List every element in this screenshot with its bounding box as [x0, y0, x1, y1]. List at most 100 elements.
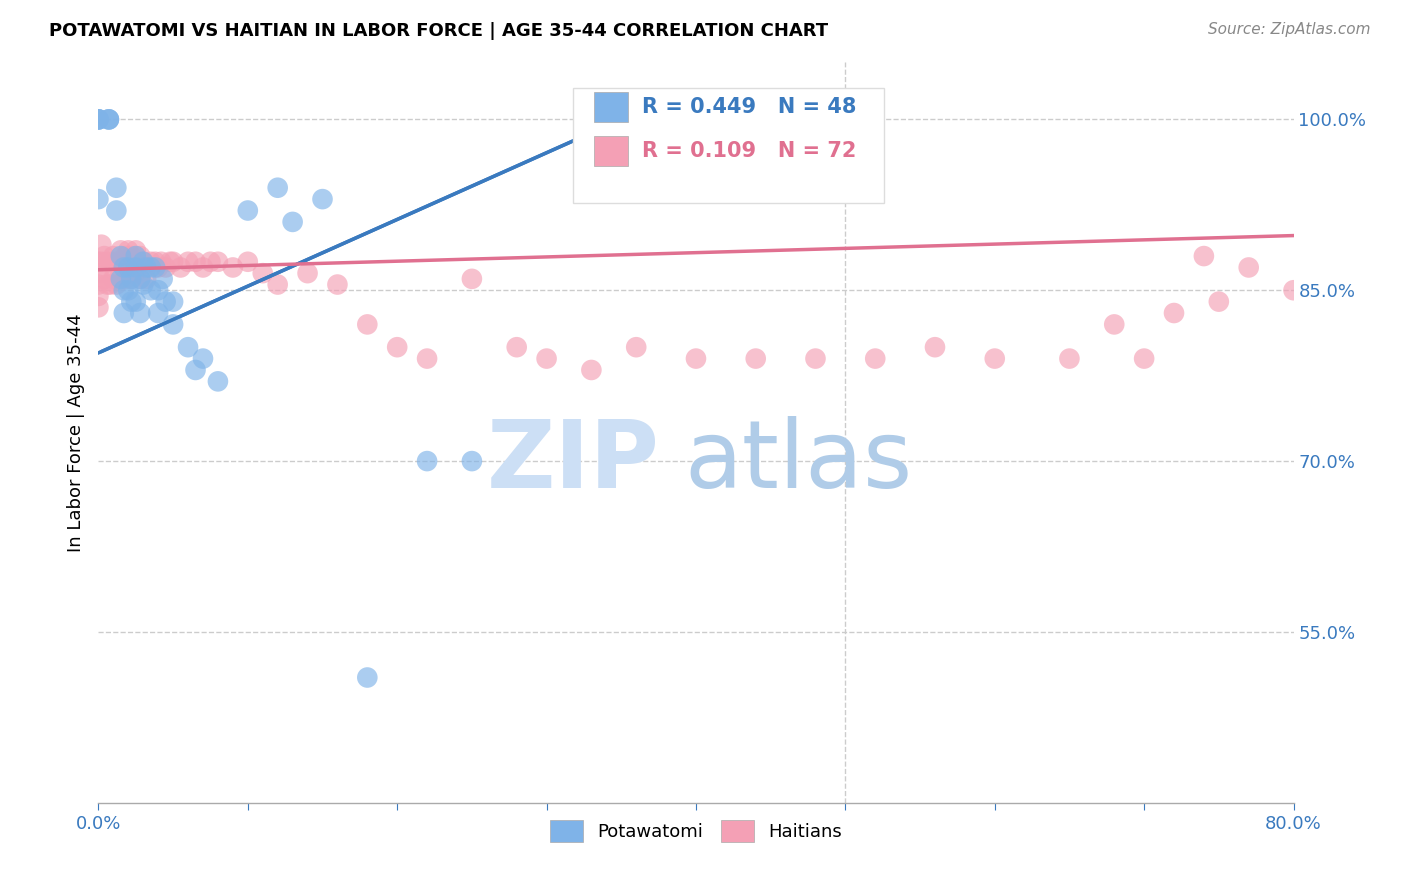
Point — [626, 340, 648, 354]
Point — [96, 277, 118, 292]
Point — [177, 254, 200, 268]
Point — [326, 277, 349, 292]
Point — [93, 249, 115, 263]
Point — [152, 272, 174, 286]
Point — [120, 272, 142, 286]
Point — [112, 283, 135, 297]
Point — [685, 351, 707, 366]
Point — [236, 254, 259, 268]
Point — [103, 272, 125, 286]
FancyBboxPatch shape — [572, 88, 883, 203]
Point — [110, 244, 132, 258]
Bar — [595, 92, 628, 121]
Point — [105, 180, 128, 194]
Point — [114, 272, 136, 286]
Point — [139, 260, 162, 275]
Point — [184, 254, 207, 268]
Point — [98, 254, 122, 268]
Point — [112, 306, 135, 320]
Point — [281, 215, 304, 229]
Point — [143, 254, 166, 268]
Point — [536, 351, 558, 366]
Point — [385, 340, 409, 354]
Text: POTAWATOMI VS HAITIAN IN LABOR FORCE | AGE 35-44 CORRELATION CHART: POTAWATOMI VS HAITIAN IN LABOR FORCE | A… — [49, 22, 828, 40]
Point — [1237, 260, 1260, 275]
Point — [129, 249, 152, 263]
Point — [87, 192, 110, 206]
Point — [129, 272, 152, 286]
Point — [162, 254, 184, 268]
Point — [155, 294, 177, 309]
Point — [581, 363, 603, 377]
Point — [110, 249, 132, 263]
Legend: Potawatomi, Haitians: Potawatomi, Haitians — [543, 813, 849, 849]
Point — [135, 260, 157, 275]
Point — [1133, 351, 1156, 366]
Point — [125, 294, 148, 309]
Point — [267, 277, 290, 292]
Point — [87, 112, 110, 127]
Point — [865, 351, 887, 366]
Text: atlas: atlas — [685, 417, 912, 508]
Point — [506, 340, 529, 354]
Point — [98, 277, 122, 292]
Point — [1282, 283, 1305, 297]
Point — [132, 254, 155, 268]
Point — [87, 301, 110, 315]
Point — [97, 112, 120, 127]
Point — [103, 249, 125, 263]
Point — [87, 112, 110, 127]
Point — [90, 254, 112, 268]
Point — [311, 192, 333, 206]
Point — [105, 254, 128, 268]
Point — [129, 272, 152, 286]
Point — [117, 266, 139, 280]
Point — [139, 283, 162, 297]
Point — [267, 180, 290, 194]
Point — [984, 351, 1007, 366]
Point — [150, 254, 173, 268]
Point — [1192, 249, 1215, 263]
Point — [143, 260, 166, 275]
Point — [135, 272, 157, 286]
Point — [356, 671, 378, 685]
Point — [924, 340, 946, 354]
Point — [610, 112, 633, 127]
Point — [155, 260, 177, 275]
Point — [120, 294, 142, 309]
Point — [129, 306, 152, 320]
Point — [125, 249, 148, 263]
Point — [416, 351, 439, 366]
Point — [125, 260, 148, 275]
Point — [804, 351, 827, 366]
Point — [236, 203, 259, 218]
Point — [97, 112, 120, 127]
Point — [105, 203, 128, 218]
Point — [120, 272, 142, 286]
Point — [125, 244, 148, 258]
Point — [1208, 294, 1230, 309]
Point — [191, 260, 214, 275]
Point — [105, 277, 128, 292]
Text: Source: ZipAtlas.com: Source: ZipAtlas.com — [1208, 22, 1371, 37]
Bar — [595, 136, 628, 166]
Point — [139, 254, 162, 268]
Point — [416, 454, 439, 468]
Point — [112, 260, 135, 275]
Point — [132, 254, 155, 268]
Point — [117, 283, 139, 297]
Point — [120, 249, 142, 263]
Point — [169, 260, 191, 275]
Point — [184, 363, 207, 377]
Point — [93, 272, 115, 286]
Point — [162, 318, 184, 332]
Point — [461, 454, 484, 468]
Point — [252, 266, 274, 280]
Text: ZIP: ZIP — [488, 417, 661, 508]
Point — [177, 340, 200, 354]
Point — [191, 351, 214, 366]
Point — [148, 283, 170, 297]
Text: R = 0.449   N = 48: R = 0.449 N = 48 — [643, 97, 856, 117]
Point — [461, 272, 484, 286]
Y-axis label: In Labor Force | Age 35-44: In Labor Force | Age 35-44 — [66, 313, 84, 552]
